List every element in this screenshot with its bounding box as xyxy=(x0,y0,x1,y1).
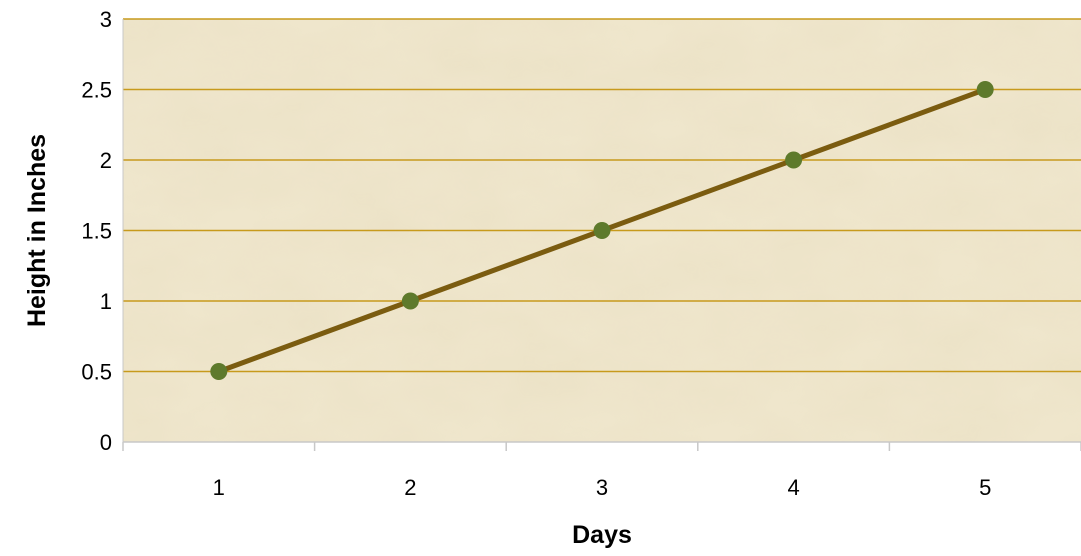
x-tick-label: 4 xyxy=(787,475,799,500)
y-tick-label: 1.5 xyxy=(81,219,112,244)
x-tick-label: 5 xyxy=(979,475,991,500)
y-axis-title: Height in Inches xyxy=(23,134,51,327)
x-axis-tick-labels: 1 2 3 4 5 xyxy=(213,475,992,500)
data-point-marker xyxy=(785,151,803,169)
data-point-marker xyxy=(593,222,611,239)
x-tick-label: 3 xyxy=(596,475,608,500)
data-point-marker xyxy=(210,363,228,380)
axes xyxy=(122,19,1081,451)
y-axis-tick-labels: 0 0.5 1 1.5 2 2.5 3 xyxy=(81,7,112,455)
x-tick-label: 1 xyxy=(213,475,225,500)
y-tick-label: 1 xyxy=(100,289,112,314)
x-tick-label: 2 xyxy=(404,475,416,500)
data-point-marker xyxy=(976,81,994,98)
data-point-marker xyxy=(401,292,419,310)
y-tick-label: 0 xyxy=(100,430,112,455)
y-tick-label: 0.5 xyxy=(81,360,112,385)
y-tick-label: 3 xyxy=(100,7,112,32)
y-tick-label: 2.5 xyxy=(81,78,112,103)
y-tick-label: 2 xyxy=(100,148,112,173)
x-axis-title: Days xyxy=(572,521,632,549)
series-markers xyxy=(210,81,994,380)
